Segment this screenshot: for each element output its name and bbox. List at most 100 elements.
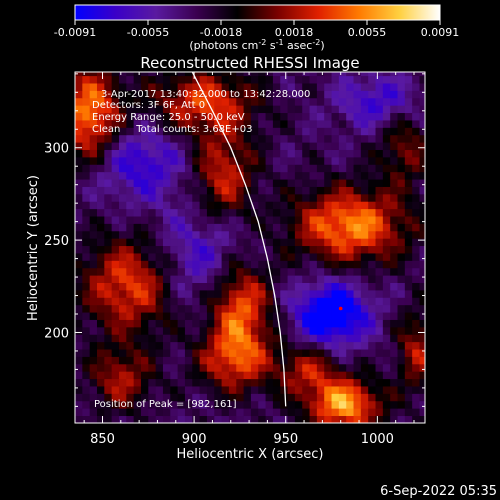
heatmap-pixel — [390, 326, 398, 335]
heatmap-pixel — [75, 134, 83, 143]
heatmap-pixel — [126, 319, 135, 328]
heatmap-pixel — [82, 282, 91, 291]
heatmap-pixel — [309, 72, 318, 77]
heatmap-pixel — [170, 134, 179, 143]
heatmap-pixel — [324, 156, 332, 165]
heatmap-pixel — [96, 326, 105, 335]
heatmap-pixel — [280, 386, 288, 394]
heatmap-pixel — [199, 275, 208, 283]
heatmap-pixel — [265, 120, 274, 128]
heatmap-pixel — [294, 223, 303, 232]
heatmap-pixel — [287, 289, 296, 298]
heatmap-pixel — [177, 386, 186, 394]
heatmap-pixel — [250, 149, 259, 158]
heatmap-pixel — [302, 90, 310, 99]
heatmap-pixel — [82, 216, 91, 224]
heatmap-pixel — [126, 216, 135, 224]
heatmap-pixel — [360, 230, 369, 239]
heatmap-pixel — [89, 193, 98, 202]
heatmap-pixel — [250, 253, 259, 261]
heatmap-pixel — [360, 304, 369, 313]
heatmap-pixel — [243, 83, 252, 91]
heatmap-pixel — [199, 386, 208, 394]
heatmap-pixel — [353, 223, 362, 232]
heatmap-pixel — [404, 393, 413, 402]
heatmap-pixel — [228, 72, 237, 77]
heatmap-pixel — [89, 72, 98, 77]
heatmap-pixel — [338, 363, 347, 372]
heatmap-pixel — [118, 186, 127, 195]
heatmap-pixel — [206, 230, 215, 239]
heatmap-pixel — [353, 142, 362, 150]
heatmap-pixel — [133, 179, 142, 187]
heatmap-pixel — [192, 83, 201, 91]
heatmap-pixel — [236, 386, 244, 394]
heatmap-pixel — [287, 363, 296, 372]
heatmap-pixel — [280, 326, 288, 335]
heatmap-pixel — [104, 415, 113, 423]
heatmap-pixel — [192, 134, 201, 143]
heatmap-pixel — [390, 371, 398, 380]
heatmap-pixel — [360, 216, 369, 224]
heatmap-pixel — [294, 312, 303, 320]
heatmap-pixel — [360, 201, 369, 210]
heatmap-pixel — [236, 75, 244, 84]
heatmap-pixel — [243, 386, 252, 394]
heatmap-pixel — [89, 127, 98, 136]
heatmap-pixel — [280, 164, 288, 173]
heatmap-pixel — [177, 238, 186, 247]
heatmap-pixel — [382, 341, 391, 350]
heatmap-pixel — [412, 156, 420, 165]
heatmap-pixel — [111, 120, 120, 128]
heatmap-pixel — [206, 179, 215, 187]
heatmap-pixel — [162, 142, 171, 150]
heatmap-pixel — [368, 149, 376, 158]
heatmap-pixel — [89, 186, 98, 195]
heatmap-pixel — [170, 326, 179, 335]
heatmap-pixel — [96, 245, 105, 254]
heatmap-pixel — [75, 415, 83, 423]
heatmap-pixel — [360, 72, 369, 77]
heatmap-pixel — [118, 112, 127, 121]
heatmap-pixel — [82, 415, 91, 423]
heatmap-pixel — [272, 319, 281, 328]
heatmap-pixel — [89, 334, 98, 343]
heatmap-pixel — [368, 319, 376, 328]
heatmap-pixel — [316, 193, 325, 202]
heatmap-pixel — [265, 90, 274, 99]
heatmap-pixel — [272, 415, 281, 423]
heatmap-pixel — [331, 275, 340, 283]
heatmap-pixel — [140, 97, 149, 106]
heatmap-pixel — [177, 356, 186, 365]
heatmap-pixel — [192, 156, 201, 165]
heatmap-pixel — [309, 112, 318, 121]
heatmap-pixel — [133, 105, 142, 114]
heatmap-pixel — [346, 341, 354, 350]
heatmap-pixel — [89, 90, 98, 99]
heatmap-pixel — [397, 72, 406, 77]
heatmap-pixel — [309, 90, 318, 99]
heatmap-pixel — [258, 393, 266, 402]
heatmap-pixel — [162, 186, 171, 195]
heatmap-pixel — [170, 164, 179, 173]
heatmap-pixel — [272, 75, 281, 84]
heatmap-pixel — [206, 142, 215, 150]
heatmap-pixel — [346, 105, 354, 114]
heatmap-pixel — [294, 326, 303, 335]
heatmap-pixel — [294, 97, 303, 106]
heatmap-pixel — [133, 408, 142, 417]
heatmap-pixel — [192, 408, 201, 417]
heatmap-pixel — [368, 253, 376, 261]
heatmap-pixel — [397, 134, 406, 143]
heatmap-pixel — [294, 134, 303, 143]
heatmap-pixel — [338, 245, 347, 254]
heatmap-pixel — [89, 201, 98, 210]
heatmap-pixel — [250, 378, 259, 387]
heatmap-pixel — [243, 356, 252, 365]
heatmap-pixel — [82, 363, 91, 372]
heatmap-pixel — [155, 105, 164, 114]
heatmap-pixel — [390, 386, 398, 394]
heatmap-pixel — [155, 171, 164, 180]
heatmap-pixel — [133, 326, 142, 335]
heatmap-pixel — [265, 253, 274, 261]
